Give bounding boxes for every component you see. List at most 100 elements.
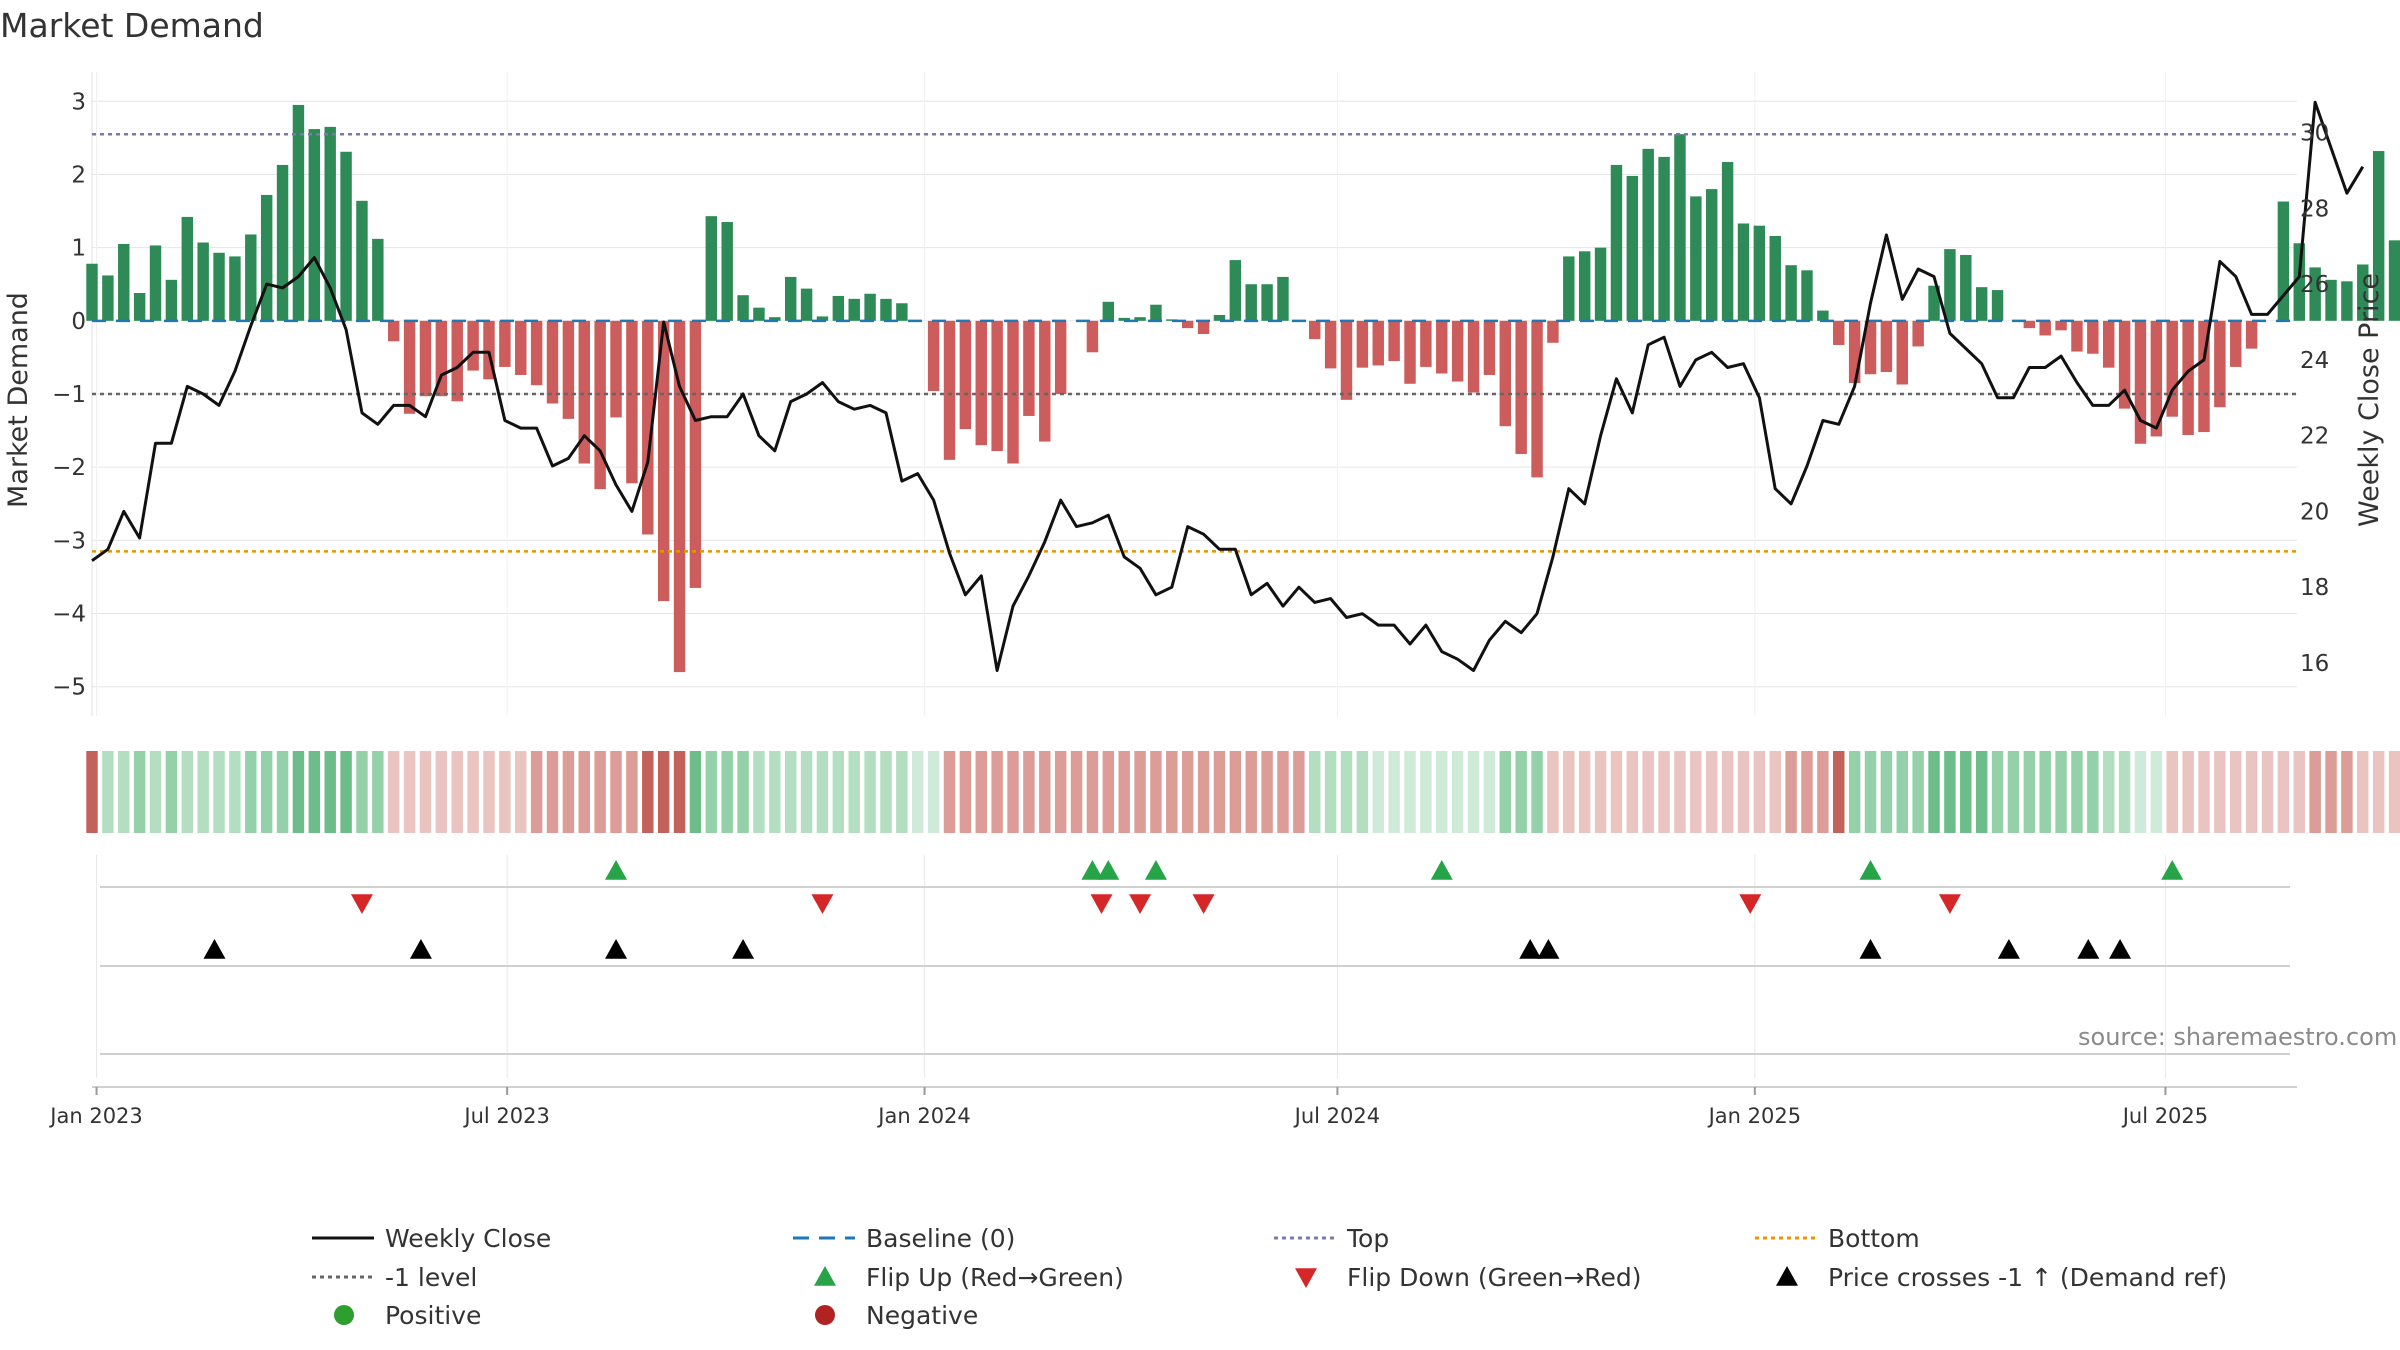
demand-bar	[467, 320, 479, 371]
y-tick-label-right: 30	[2300, 121, 2329, 147]
heat-cell	[2087, 751, 2099, 833]
legend-item-flipup: Flip Up (Red→Green)	[814, 1263, 1124, 1292]
demand-bar	[308, 129, 321, 321]
heat-cell	[2071, 751, 2083, 833]
heat-cell	[1594, 751, 1607, 833]
heat-cell	[1499, 751, 1512, 833]
demand-bar	[2182, 320, 2194, 435]
heat-cell	[975, 751, 987, 833]
heat-cell	[1721, 751, 1734, 833]
demand-bar	[2309, 267, 2321, 321]
demand-bar	[1674, 134, 1686, 321]
demand-bar	[483, 320, 495, 380]
y-tick-label-left: −1	[52, 382, 86, 408]
demand-bar	[784, 276, 797, 321]
heat-cell	[737, 751, 749, 833]
heat-cell	[1340, 751, 1353, 833]
heat-cell	[86, 751, 98, 833]
legend-swatch	[334, 1305, 354, 1325]
flip-down-marker	[811, 894, 834, 914]
heat-cell	[1229, 751, 1242, 833]
grid-layer	[91, 72, 2297, 1088]
demand-bar	[340, 151, 352, 321]
demand-bar	[896, 303, 908, 321]
demand-bar	[1054, 320, 1067, 394]
y-tick-label-left: 2	[71, 162, 86, 188]
heat-cell	[2372, 751, 2385, 833]
heat-cell	[1578, 751, 1591, 833]
heat-cell	[1039, 751, 1051, 833]
heat-cell	[467, 751, 479, 833]
demand-bar	[372, 238, 384, 321]
heat-cell	[1737, 751, 1750, 833]
legend-swatch	[814, 1266, 836, 1286]
demand-bar	[1118, 317, 1130, 321]
x-tick-label: Jul 2025	[2121, 1104, 2208, 1128]
demand-bar	[1197, 320, 1210, 334]
y-axis-label-left: Market Demand	[3, 292, 34, 508]
legend-label: Flip Down (Green→Red)	[1347, 1263, 1642, 1292]
flip-up-marker	[1430, 860, 1453, 880]
demand-bar	[1356, 320, 1369, 368]
heat-cell	[578, 751, 590, 833]
demand-bar	[1991, 290, 2004, 321]
demand-bar	[927, 320, 940, 392]
heat-cell	[1070, 751, 1083, 833]
demand-bar	[387, 320, 400, 342]
demand-bar	[419, 320, 432, 397]
heat-cell	[133, 751, 146, 833]
price-cross-marker	[1519, 939, 1542, 959]
demand-bar	[1023, 320, 1035, 416]
heat-cell	[705, 751, 718, 833]
demand-bar	[1324, 320, 1337, 369]
heat-cell	[260, 751, 273, 833]
legend-item-positive: Positive	[334, 1301, 481, 1330]
heat-cell	[197, 751, 209, 833]
heat-cell	[181, 751, 193, 833]
heat-cell	[1134, 751, 1146, 833]
demand-bar	[1483, 320, 1496, 375]
y-tick-label-right: 24	[2300, 348, 2329, 374]
demand-bar	[1039, 320, 1051, 442]
heat-cell	[324, 751, 336, 833]
heat-cell	[546, 751, 559, 833]
demand-bar	[578, 320, 590, 464]
heat-cell	[2150, 751, 2163, 833]
heat-cell	[1896, 751, 1908, 833]
demand-bar	[864, 293, 876, 321]
demand-bar	[1785, 265, 1797, 321]
heat-cell	[387, 751, 400, 833]
demand-bar	[546, 320, 559, 404]
demand-bar	[657, 320, 670, 602]
x-tick-label: Jan 2025	[1707, 1104, 1802, 1128]
weekly-close-line	[91, 100, 2365, 672]
demand-bar	[1213, 314, 1226, 321]
demand-bar	[213, 252, 225, 321]
demand-bar	[2245, 320, 2258, 349]
heat-cell	[753, 751, 765, 833]
demand-bar	[1912, 320, 1924, 347]
y-tick-label-right: 26	[2300, 272, 2329, 298]
flip-up-marker	[1097, 860, 1120, 880]
y-tick-label-right: 28	[2300, 196, 2329, 222]
demand-bar	[1896, 320, 1908, 385]
heat-cell	[769, 751, 781, 833]
heat-cell	[2341, 751, 2353, 833]
legend-label: Weekly Close	[385, 1224, 551, 1253]
legend-item-close: Weekly Close	[312, 1224, 551, 1253]
demand-bar	[1769, 235, 1781, 321]
heat-cell	[689, 751, 702, 833]
heat-cell	[721, 751, 733, 833]
demand-bar	[181, 216, 193, 321]
legend-label: Bottom	[1828, 1224, 1920, 1253]
demand-bar	[943, 320, 956, 460]
heat-cell	[816, 751, 829, 833]
x-tick-label: Jul 2024	[1293, 1104, 1380, 1128]
price-cross-marker	[605, 939, 628, 959]
legend-label: Negative	[866, 1301, 978, 1330]
demand-bar	[403, 320, 416, 414]
demand-bar	[1467, 320, 1480, 393]
demand-bar	[149, 245, 162, 321]
legend-item-flipdown: Flip Down (Green→Red)	[1295, 1263, 1642, 1292]
demand-bar	[753, 307, 765, 321]
